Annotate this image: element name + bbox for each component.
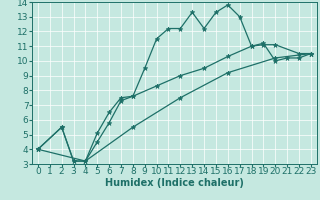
X-axis label: Humidex (Indice chaleur): Humidex (Indice chaleur) <box>105 178 244 188</box>
